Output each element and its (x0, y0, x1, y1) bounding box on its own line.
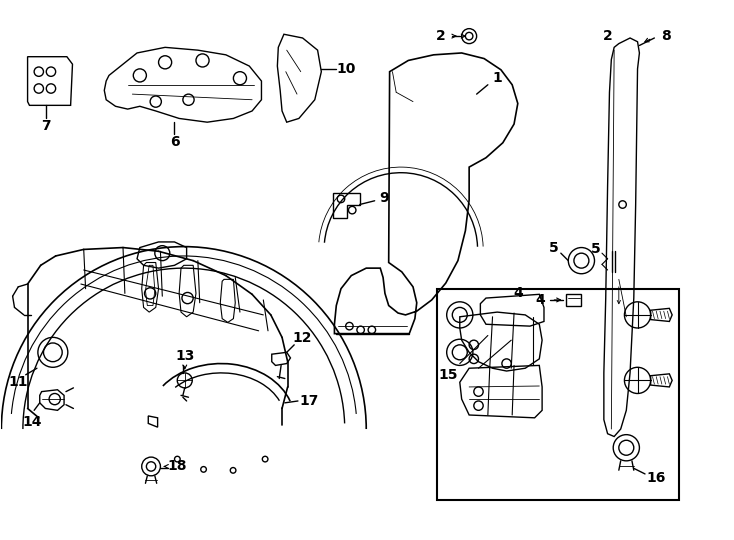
Text: 11: 11 (9, 375, 28, 389)
Text: 18: 18 (167, 460, 187, 474)
Bar (437, 289, 679, 500)
Text: 13: 13 (175, 349, 195, 363)
Text: 9: 9 (379, 191, 389, 205)
Text: 8: 8 (661, 29, 670, 43)
Text: 17: 17 (299, 394, 319, 408)
Text: 5: 5 (591, 242, 600, 256)
Text: 10: 10 (336, 62, 355, 76)
Text: 6: 6 (170, 135, 179, 149)
Bar (567, 294, 581, 306)
Text: 15: 15 (439, 368, 458, 382)
Text: 14: 14 (23, 415, 42, 429)
Text: 1: 1 (493, 71, 502, 85)
Text: 7: 7 (42, 119, 51, 133)
Text: 4: 4 (535, 293, 545, 307)
Text: 12: 12 (292, 332, 311, 345)
Text: 5: 5 (548, 240, 559, 254)
Text: 16: 16 (647, 471, 666, 485)
Text: 2: 2 (436, 29, 446, 43)
Text: 2: 2 (603, 29, 612, 43)
Text: 4: 4 (514, 286, 523, 300)
